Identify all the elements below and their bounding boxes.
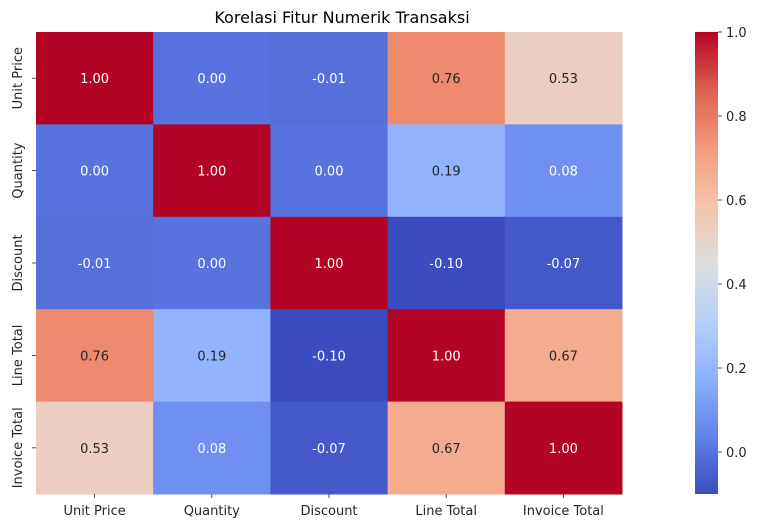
heatmap-cell-label: 0.53 [80,442,109,457]
y-tick-label: Invoice Total [11,407,26,488]
y-axis: Unit Price Quantity Discount Line Total Invo… [11,47,36,488]
heatmap-cell-label: 0.67 [549,349,578,364]
heatmap-cell-label: 0.76 [80,349,109,364]
heatmap-cell-label: 0.00 [197,257,226,272]
heatmap-cell [153,124,271,218]
colorbar-tick-label: 1.0 [726,26,747,41]
colorbar: 0.0 0.2 0.4 0.6 0.8 1.0 [695,26,747,494]
colorbar-tick-label: 0.8 [726,110,747,125]
heatmap-cell-label: 1.00 [549,442,578,457]
y-tick-label: Line Total [11,325,26,387]
heatmap-cell [387,216,506,310]
heatmap-cell [387,32,506,125]
heatmap-cell [36,216,154,310]
heatmap-cell-label: 0.67 [432,442,461,457]
heatmap-cell-label: -0.01 [312,72,346,87]
heatmap-cell [36,124,154,218]
colorbar-gradient [695,32,718,494]
heatmap-cell [387,401,506,495]
heatmap-cell-label: -0.10 [312,349,346,364]
heatmap-cell [504,124,623,218]
heatmap-cell-label: 0.08 [197,442,226,457]
heatmap-cell-label: 1.00 [197,165,226,180]
heatmap-cell [504,309,623,403]
heatmap-cell-label: -0.07 [547,257,581,272]
y-tick-label: Quantity [11,142,26,198]
heatmap-cell-label: 0.00 [315,165,344,180]
heatmap-cell [153,32,271,125]
heatmap-cell [270,124,389,218]
heatmap-cell [504,32,623,125]
heatmap-cell-label: -0.01 [78,257,112,272]
y-tick-label: Discount [11,234,26,291]
heatmap-cell-label: 0.53 [549,72,578,87]
heatmap-cell [36,32,154,125]
heatmap-cell [270,216,389,310]
heatmap-cell-label: -0.07 [312,442,346,457]
heatmap-cell [504,216,623,310]
colorbar-tick-label: 0.4 [726,278,747,293]
heatmap-cell [153,216,271,310]
x-tick-label: Discount [300,504,357,519]
heatmap-cell-label: 0.76 [432,72,461,87]
heatmap-cell [270,401,389,495]
heatmap-cells: 1.00 0.00 -0.01 0.76 0.53 0.00 1.00 0.00 0.19 0.0… [36,32,623,495]
heatmap-cell-label: 1.00 [315,257,344,272]
heatmap-cell [504,401,623,495]
x-tick-label: Unit Price [63,504,125,519]
heatmap-cell [153,401,271,495]
y-tick-label: Unit Price [11,47,26,109]
colorbar-tick-label: 0.0 [726,446,747,461]
heatmap-cell-label: 0.00 [80,165,109,180]
x-tick-label: Invoice Total [523,504,604,519]
heatmap-cell-label: 1.00 [432,349,461,364]
heatmap-cell [387,124,506,218]
heatmap-cell [36,309,154,403]
heatmap-cell [270,32,389,125]
colorbar-tick-label: 0.2 [726,362,747,377]
heatmap-cell-label: 0.19 [432,165,461,180]
heatmap-cell [387,309,506,403]
heatmap-cell-label: 0.19 [197,349,226,364]
heatmap-cell-label: -0.10 [429,257,463,272]
heatmap-cell-label: 0.00 [197,72,226,87]
heatmap-cell-label: 1.00 [80,72,109,87]
heatmap-cell [153,309,271,403]
heatmap-cell [36,401,154,495]
heatmap-cell-label: 0.08 [549,165,578,180]
x-axis: Unit Price Quantity Discount Line Total Invo… [63,494,604,519]
colorbar-tick-label: 0.6 [726,194,747,209]
x-tick-label: Quantity [184,504,240,519]
x-tick-label: Line Total [415,504,477,519]
heatmap-cell [270,309,389,403]
chart-title: Korelasi Fitur Numerik Transaksi [214,8,469,27]
